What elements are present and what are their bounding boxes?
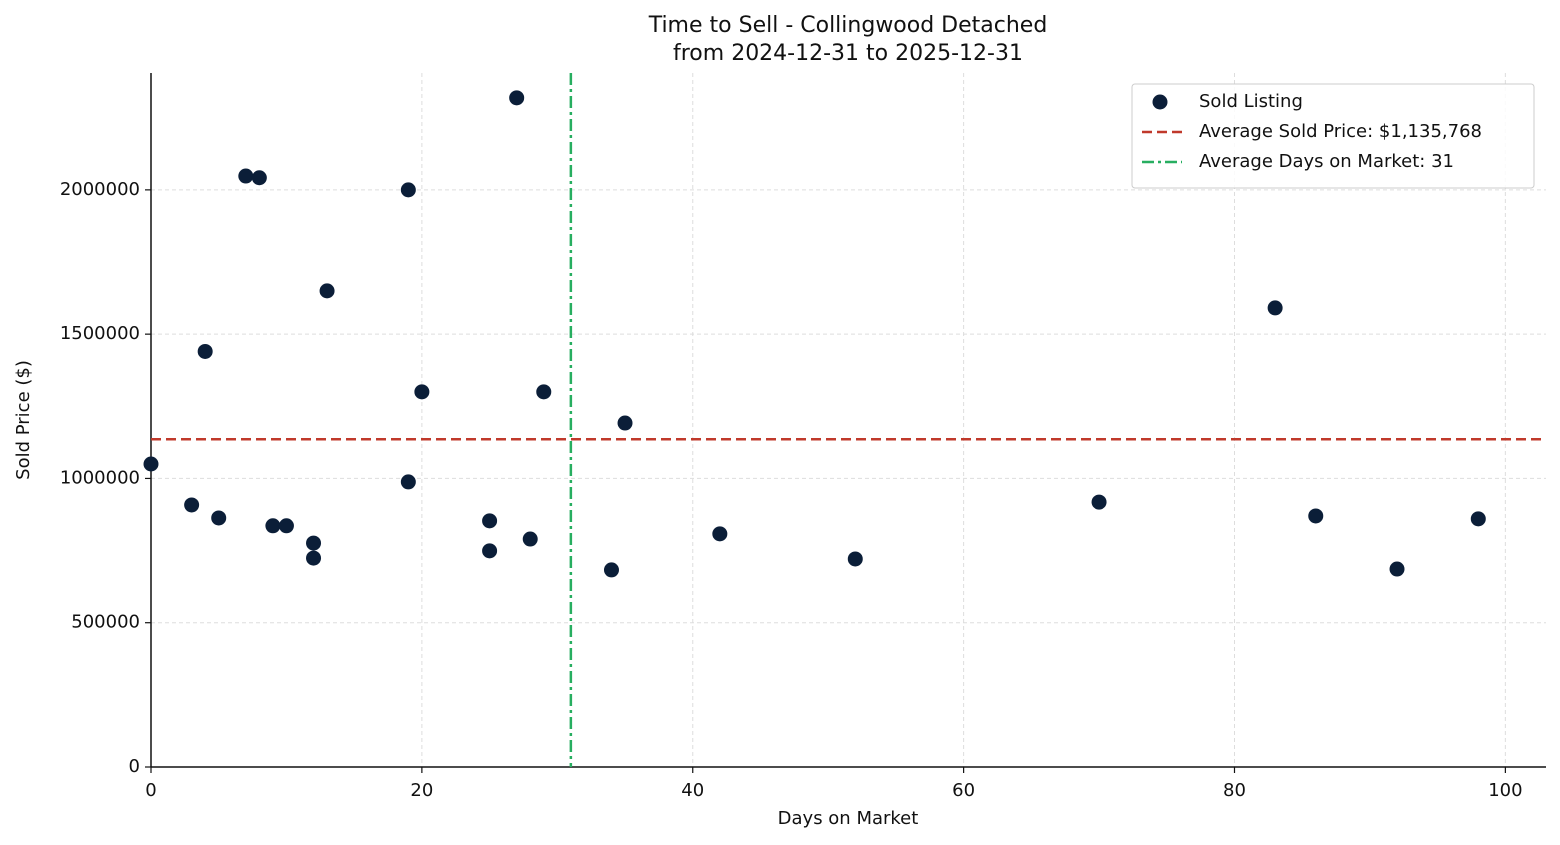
- point: [1389, 561, 1405, 577]
- x-tick-label: 40: [681, 780, 704, 801]
- point: [197, 343, 213, 359]
- y-tick-label: 2000000: [60, 179, 140, 200]
- legend-box: [1131, 83, 1535, 189]
- point: [400, 474, 416, 490]
- point: [306, 550, 322, 566]
- point: [251, 170, 267, 186]
- point: [211, 510, 227, 526]
- point: [509, 90, 525, 106]
- x-axis-label: Days on Market: [778, 808, 919, 829]
- point: [400, 182, 416, 198]
- point: [184, 497, 200, 513]
- y-axis-label: Sold Price ($): [13, 360, 34, 480]
- point: [319, 283, 335, 299]
- x-tick-label: 60: [952, 780, 975, 801]
- x-tick-label: 20: [410, 780, 433, 801]
- y-tick-label: 1500000: [60, 323, 140, 344]
- chart-subtitle: from 2024-12-31 to 2025-12-31: [673, 41, 1023, 66]
- point: [522, 531, 538, 547]
- point: [617, 415, 633, 431]
- point: [414, 384, 430, 400]
- point: [847, 551, 863, 567]
- point: [1308, 508, 1324, 524]
- point: [143, 456, 159, 472]
- legend-marker: [1152, 94, 1168, 110]
- point: [278, 518, 294, 534]
- legend-label: Average Sold Price: $1,135,768: [1199, 121, 1482, 142]
- point: [482, 513, 498, 529]
- x-tick-label: 100: [1488, 780, 1522, 801]
- chart-title: Time to Sell - Collingwood Detached: [648, 13, 1048, 38]
- point: [1091, 494, 1107, 510]
- point: [603, 562, 619, 578]
- point: [1470, 511, 1486, 527]
- y-tick-label: 0: [129, 756, 140, 777]
- point: [482, 543, 498, 559]
- point: [265, 518, 281, 534]
- x-tick-label: 80: [1223, 780, 1246, 801]
- y-tick-label: 500000: [71, 612, 140, 633]
- legend-label: Sold Listing: [1199, 91, 1303, 112]
- x-tick-label: 0: [145, 780, 156, 801]
- legend-label: Average Days on Market: 31: [1199, 151, 1454, 172]
- point: [238, 168, 254, 184]
- point: [536, 384, 552, 400]
- y-tick-label: 1000000: [60, 467, 140, 488]
- point: [712, 526, 728, 542]
- point: [1267, 300, 1283, 316]
- point: [306, 535, 322, 551]
